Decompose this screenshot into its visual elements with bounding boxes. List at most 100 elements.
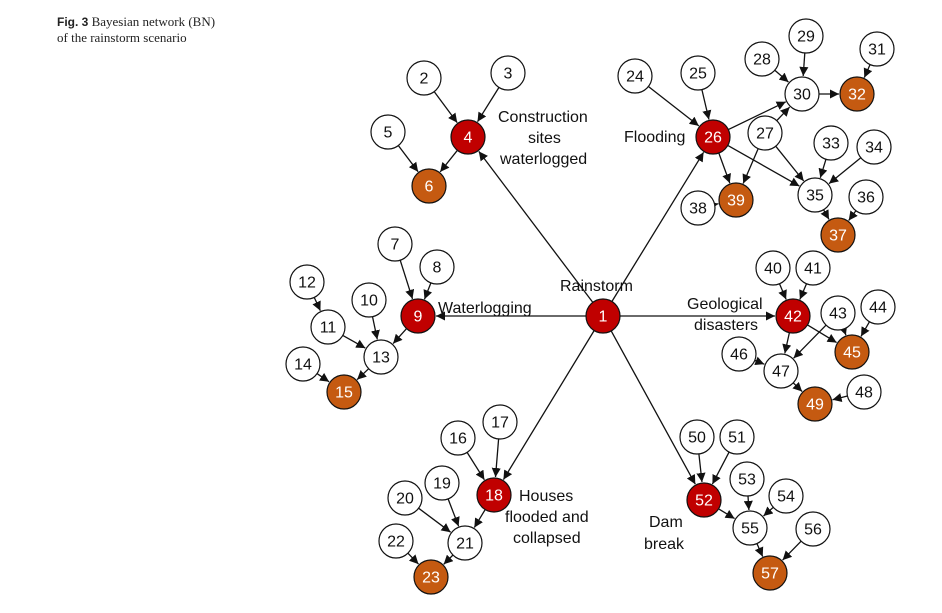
edge-21-to-23 xyxy=(443,554,454,565)
node-15-label: 15 xyxy=(335,385,353,402)
edge-7-to-9 xyxy=(399,260,415,300)
figure-caption: Fig. 3 Bayesian network (BN) of the rain… xyxy=(57,14,215,46)
node-48-circle xyxy=(846,374,882,410)
edge-11-to-13 xyxy=(342,334,366,349)
node-1-circle xyxy=(585,298,621,334)
node-36-label: 36 xyxy=(857,190,875,207)
node-12: 12 xyxy=(289,264,325,300)
edge-1-to-26 xyxy=(611,151,705,302)
edges xyxy=(312,52,873,565)
node-47: 47 xyxy=(763,353,799,389)
node-21-circle xyxy=(447,525,483,561)
node-22: 22 xyxy=(378,523,414,559)
edge-13-to-15 xyxy=(356,368,370,381)
edge-10-to-13 xyxy=(370,316,380,340)
edge-55-to-57 xyxy=(754,543,764,557)
node-14-label: 14 xyxy=(294,357,312,374)
node-55: 55 xyxy=(732,510,768,546)
node-43-label: 43 xyxy=(829,306,847,323)
node-24-label: 24 xyxy=(626,69,644,86)
node-39-label: 39 xyxy=(727,193,745,210)
edge-48-to-49 xyxy=(832,393,848,402)
node-46-label: 46 xyxy=(730,347,748,364)
node-11: 11 xyxy=(310,309,346,345)
edge-24-to-26 xyxy=(647,85,700,127)
label-dam-line1: Dam xyxy=(649,514,683,531)
node-41-circle xyxy=(795,250,831,286)
label-houses-line2: flooded and xyxy=(505,509,589,526)
label-geological-line2: disasters xyxy=(694,317,758,334)
node-21: 21 xyxy=(447,525,483,561)
label-houses-line3: collapsed xyxy=(513,530,581,547)
node-30-circle xyxy=(784,76,820,112)
node-26: 26 xyxy=(695,119,731,155)
node-51-circle xyxy=(719,419,755,455)
node-45-label: 45 xyxy=(843,345,861,362)
node-36: 36 xyxy=(848,179,884,215)
edge-31-to-32 xyxy=(863,64,873,78)
node-14-circle xyxy=(285,346,321,382)
edge-26-to-35 xyxy=(727,144,800,187)
node-53-circle xyxy=(729,461,765,497)
node-55-label: 55 xyxy=(741,521,759,538)
edge-50-to-52 xyxy=(696,453,706,483)
label-construction-line2: sites xyxy=(528,130,561,147)
edge-40-to-42 xyxy=(778,283,787,300)
node-4-label: 4 xyxy=(464,130,473,147)
node-6: 6 xyxy=(411,168,447,204)
node-7-circle xyxy=(377,226,413,262)
node-8-circle xyxy=(419,249,455,285)
edge-5-to-6 xyxy=(397,145,419,173)
edge-53-to-55 xyxy=(743,495,753,511)
node-9-label: 9 xyxy=(414,309,423,326)
edge-38-to-39 xyxy=(708,201,719,211)
node-3-circle xyxy=(490,55,526,91)
node-40-circle xyxy=(755,250,791,286)
node-52-circle xyxy=(686,482,722,518)
edge-18-to-21 xyxy=(473,509,486,528)
node-32-circle xyxy=(839,76,875,112)
node-25-circle xyxy=(680,55,716,91)
node-25-label: 25 xyxy=(689,66,707,83)
node-57: 57 xyxy=(752,555,788,591)
edge-47-to-49 xyxy=(792,381,803,392)
edge-33-to-35 xyxy=(818,159,828,178)
edge-42-to-45 xyxy=(807,324,837,344)
node-12-label: 12 xyxy=(298,275,316,292)
edge-2-to-4 xyxy=(433,91,458,123)
node-15: 15 xyxy=(326,374,362,410)
node-47-label: 47 xyxy=(772,364,790,381)
node-54: 54 xyxy=(768,478,804,514)
node-23: 23 xyxy=(413,559,449,595)
edge-4-to-6 xyxy=(439,149,458,173)
node-2-label: 2 xyxy=(420,71,429,88)
node-14: 14 xyxy=(285,346,321,382)
edge-29-to-30 xyxy=(799,52,809,77)
node-37-circle xyxy=(820,217,856,253)
node-57-circle xyxy=(752,555,788,591)
node-54-circle xyxy=(768,478,804,514)
edge-43-to-45 xyxy=(838,324,848,336)
edge-8-to-9 xyxy=(423,282,433,300)
node-18: 18 xyxy=(476,477,512,513)
edge-26-to-30 xyxy=(728,101,787,131)
node-33: 33 xyxy=(813,125,849,161)
node-9-circle xyxy=(400,298,436,334)
node-42-label: 42 xyxy=(784,309,802,326)
node-24-circle xyxy=(617,58,653,94)
node-30: 30 xyxy=(784,76,820,112)
node-49: 49 xyxy=(797,386,833,422)
node-26-circle xyxy=(695,119,731,155)
node-13: 13 xyxy=(363,339,399,375)
node-29-label: 29 xyxy=(797,29,815,46)
edge-1-to-52 xyxy=(610,330,696,485)
node-44-circle xyxy=(860,289,896,325)
node-30-label: 30 xyxy=(793,87,811,104)
node-7: 7 xyxy=(377,226,413,262)
label-flooding: Flooding xyxy=(624,129,685,146)
edge-1-to-4 xyxy=(478,151,594,303)
node-34-circle xyxy=(856,129,892,165)
node-37-label: 37 xyxy=(829,228,847,245)
node-16-label: 16 xyxy=(449,431,467,448)
node-11-label: 11 xyxy=(320,320,337,337)
